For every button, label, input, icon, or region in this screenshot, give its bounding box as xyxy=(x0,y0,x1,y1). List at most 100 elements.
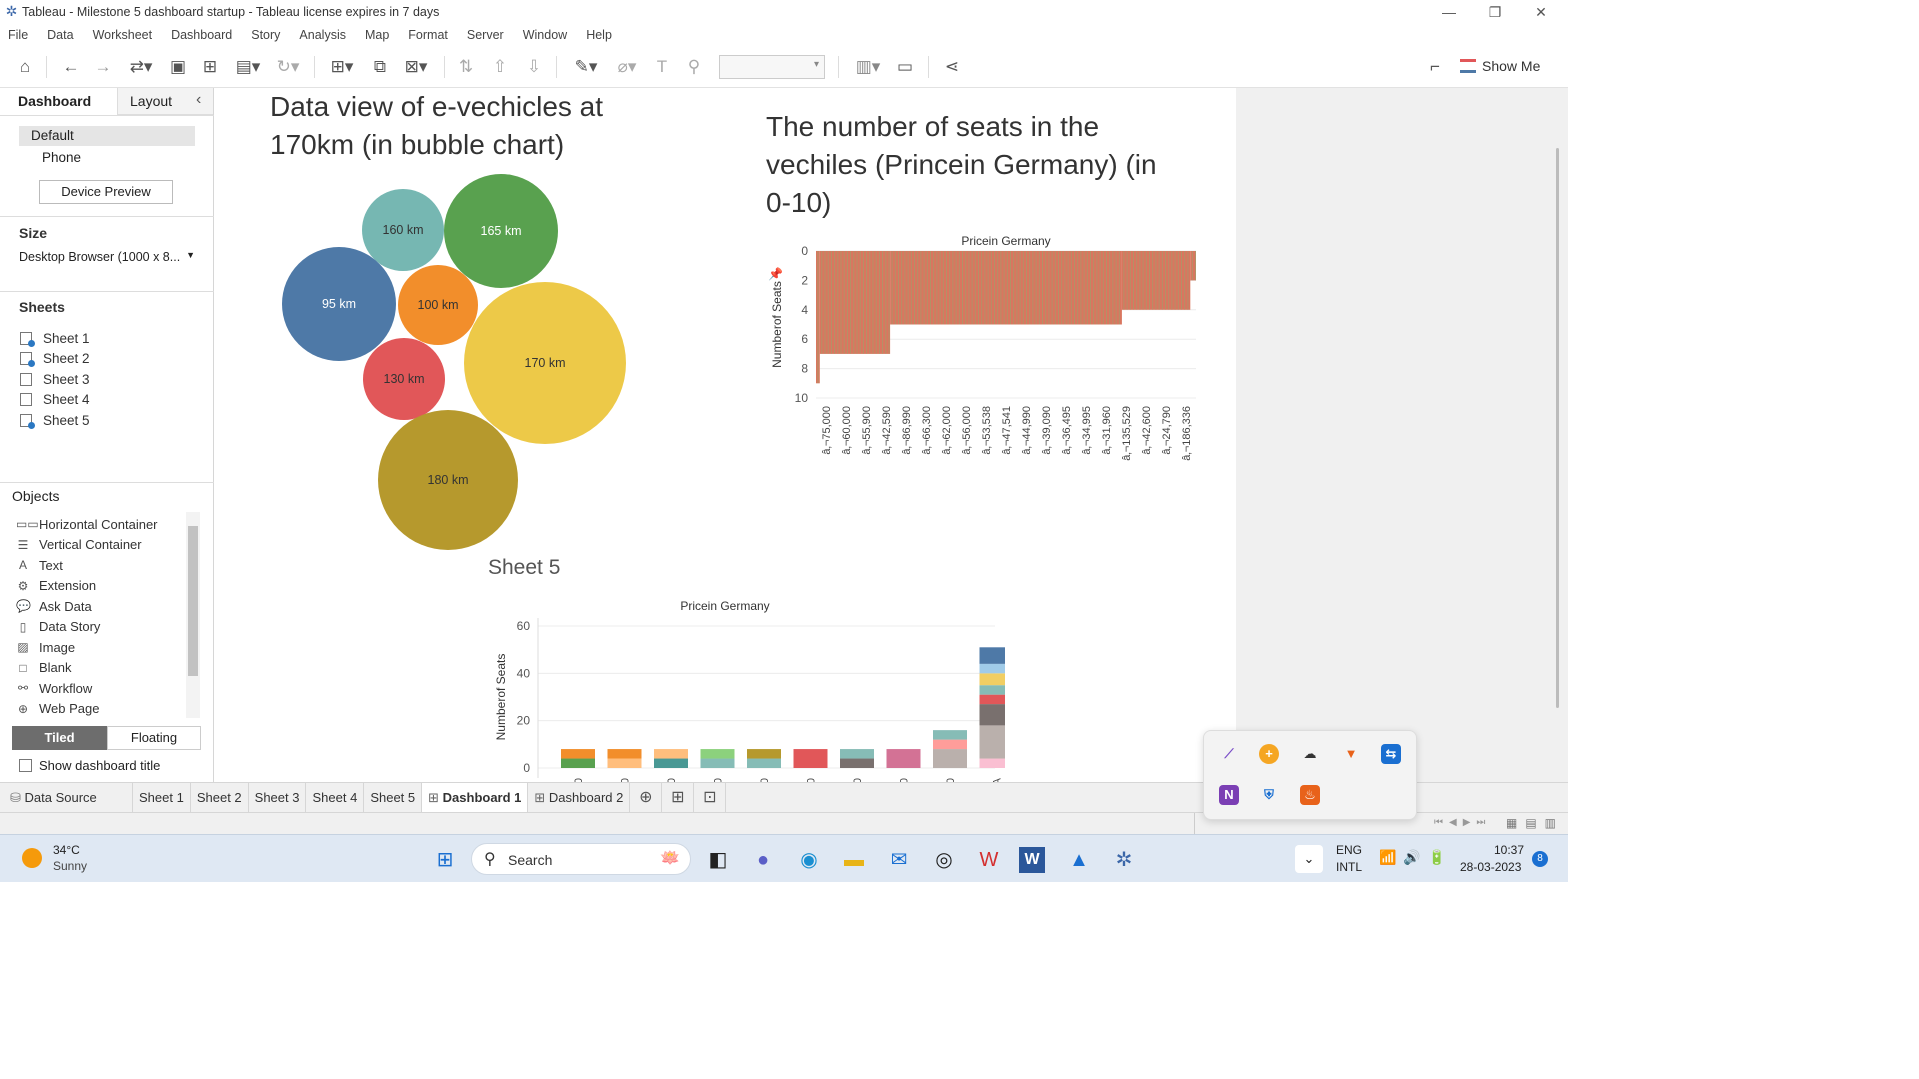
bubble-170-km[interactable]: 170 km xyxy=(464,282,626,444)
object-ask-data[interactable]: 💬 Ask Data xyxy=(16,598,92,614)
stacked-bar-segment[interactable] xyxy=(979,685,1006,695)
sheet-item[interactable]: Sheet 5 xyxy=(20,410,200,431)
stacked-bar-segment[interactable] xyxy=(654,749,688,759)
menu-server[interactable]: Server xyxy=(466,28,504,42)
format-painter-icon[interactable]: ⌐ xyxy=(1430,57,1440,76)
sheet-item[interactable]: Sheet 3 xyxy=(20,369,200,390)
objects-scrollbar[interactable] xyxy=(186,512,200,718)
new-worksheet-icon[interactable]: ⊞▾ xyxy=(330,57,354,76)
stacked-bar-segment[interactable] xyxy=(840,758,874,768)
onedrive-off-icon[interactable]: ☁ xyxy=(1303,746,1317,761)
stacked-bar-segment[interactable] xyxy=(654,758,688,768)
show-labels-icon[interactable]: T xyxy=(656,57,668,76)
cards-icon[interactable]: ▥▾ xyxy=(855,57,881,76)
photos-icon[interactable]: ▲ xyxy=(1069,849,1089,871)
menu-worksheet[interactable]: Worksheet xyxy=(92,28,153,42)
size-dropdown[interactable]: Desktop Browser (1000 x 8... ▼ xyxy=(19,250,195,264)
stacked-bar-segment[interactable] xyxy=(607,758,642,768)
dashboard1-tab[interactable]: ⊞ Dashboard 1 xyxy=(422,782,529,813)
vlc-icon[interactable]: ▼ xyxy=(1344,746,1358,761)
object-workflow[interactable]: ⚯ Workflow xyxy=(17,680,93,696)
onenote-icon[interactable]: N xyxy=(1219,785,1239,805)
volume-icon[interactable]: 🔊 xyxy=(1403,849,1421,865)
bubble-180-km[interactable]: 180 km xyxy=(378,410,518,550)
lang-layout[interactable]: INTL xyxy=(1336,860,1363,874)
collapse-pane-icon[interactable]: ‹ xyxy=(196,91,202,108)
weather-desc[interactable]: Sunny xyxy=(53,859,88,873)
tiled-toggle[interactable]: Tiled xyxy=(12,726,107,750)
group-icon[interactable]: ⌀▾ xyxy=(617,57,637,76)
swap-icon[interactable]: ⇄▾ xyxy=(129,57,153,76)
clock-date[interactable]: 28-03-2023 xyxy=(1460,860,1522,874)
chat-icon[interactable]: ● xyxy=(756,849,770,871)
sheet-tab[interactable]: Sheet 3 xyxy=(249,782,307,813)
object-extension[interactable]: ⚙ Extension xyxy=(17,578,97,594)
menu-help[interactable]: Help xyxy=(586,28,612,42)
view-mode-icons[interactable]: ▦▤▥ xyxy=(1506,816,1565,830)
bubble-130-km[interactable]: 130 km xyxy=(363,338,445,420)
object-horizontal-container[interactable]: ▭▭ Horizontal Container xyxy=(16,516,158,532)
object-data-story[interactable]: ▯ Data Story xyxy=(16,617,186,638)
sheet-tab[interactable]: Sheet 2 xyxy=(191,782,249,813)
menu-analysis[interactable]: Analysis xyxy=(299,28,346,42)
wps-icon[interactable]: W xyxy=(979,849,999,871)
stacked-bar-segment[interactable] xyxy=(747,758,781,768)
stacked-bar-segment[interactable] xyxy=(886,749,921,768)
menu-map[interactable]: Map xyxy=(364,28,390,42)
sheet-item[interactable]: Sheet 4 xyxy=(20,390,200,411)
stacked-bar-segment[interactable] xyxy=(793,749,828,768)
clear-sheet-icon[interactable]: ⊠▾ xyxy=(404,57,428,76)
stacked-bar-segment[interactable] xyxy=(979,647,1006,664)
menu-window[interactable]: Window xyxy=(522,28,568,42)
clock-time[interactable]: 10:37 xyxy=(1494,843,1525,857)
new-dashboard-tab-icon[interactable]: ⊞ xyxy=(662,782,695,813)
device-preview-button[interactable]: Device Preview xyxy=(39,180,173,204)
object-vertical-container[interactable]: ☰ Vertical Container xyxy=(17,537,142,553)
update-icon[interactable]: + xyxy=(1259,744,1279,764)
pin-icon[interactable]: 📌 xyxy=(768,266,783,281)
menu-format[interactable]: Format xyxy=(408,28,448,42)
seats-bar-segment[interactable] xyxy=(890,251,1122,325)
edge-icon[interactable]: ◉ xyxy=(800,849,818,871)
seats-bar-segment[interactable] xyxy=(1190,251,1196,281)
menu-data[interactable]: Data xyxy=(47,28,74,42)
refresh-icon[interactable]: ↻▾ xyxy=(276,57,300,76)
wifi-icon[interactable]: 📶 xyxy=(1379,849,1397,865)
java-icon[interactable]: ♨ xyxy=(1300,785,1320,805)
bubble-100-km[interactable]: 100 km xyxy=(398,265,478,345)
objects-scrollbar-thumb[interactable] xyxy=(188,526,198,676)
duplicate-icon[interactable]: ⧉ xyxy=(373,57,387,76)
chevron-up-icon[interactable]: ⌄ xyxy=(1295,845,1323,873)
object-blank[interactable]: □ Blank xyxy=(16,658,186,679)
object-web-page[interactable]: ⊕ Web Page xyxy=(17,701,100,717)
fit-dropdown[interactable]: ▾ xyxy=(719,55,825,79)
object-image[interactable]: ▨ Image xyxy=(17,639,76,655)
minimize-button[interactable]: — xyxy=(1442,4,1456,20)
pen-app-icon[interactable]: ⟋ xyxy=(1224,746,1234,761)
windows-start-icon[interactable]: ⊞ xyxy=(436,849,454,871)
undo-icon[interactable]: ← xyxy=(62,57,80,76)
pin-icon[interactable]: ⚲ xyxy=(687,57,701,76)
stacked-bar-segment[interactable] xyxy=(747,749,781,759)
object-text[interactable]: A Text xyxy=(16,555,186,576)
dell-icon[interactable]: ◎ xyxy=(935,849,953,871)
new-worksheet-tab-icon[interactable]: ⊕ xyxy=(630,782,663,813)
save-icon[interactable]: ▣ xyxy=(169,57,187,76)
sheet-item[interactable]: Sheet 2 xyxy=(20,349,200,370)
presentation-icon[interactable]: ▭ xyxy=(896,57,914,76)
search-box[interactable]: ⚲ Search 🪷 xyxy=(471,843,691,875)
mail-icon[interactable]: ✉ xyxy=(890,849,908,871)
tab-layout[interactable]: Layout xyxy=(117,88,213,115)
pause-updates-icon[interactable]: ▤▾ xyxy=(235,57,261,76)
stacked-bar-segment[interactable] xyxy=(979,725,1006,759)
data-source-tab[interactable]: ⛁ Data Source xyxy=(0,782,133,813)
bubble-160-km[interactable]: 160 km xyxy=(362,189,444,271)
show-me-button[interactable]: Show Me xyxy=(1460,58,1540,74)
stacked-bar-segment[interactable] xyxy=(561,758,595,768)
sheet-tab[interactable]: Sheet 4 xyxy=(306,782,365,813)
highlight-icon[interactable]: ✎▾ xyxy=(574,57,598,76)
sheet-tab[interactable]: Sheet 1 xyxy=(133,782,191,813)
stacked-bar-segment[interactable] xyxy=(979,663,1006,674)
device-default[interactable]: Default xyxy=(19,126,195,146)
device-phone[interactable]: Phone xyxy=(42,150,82,165)
